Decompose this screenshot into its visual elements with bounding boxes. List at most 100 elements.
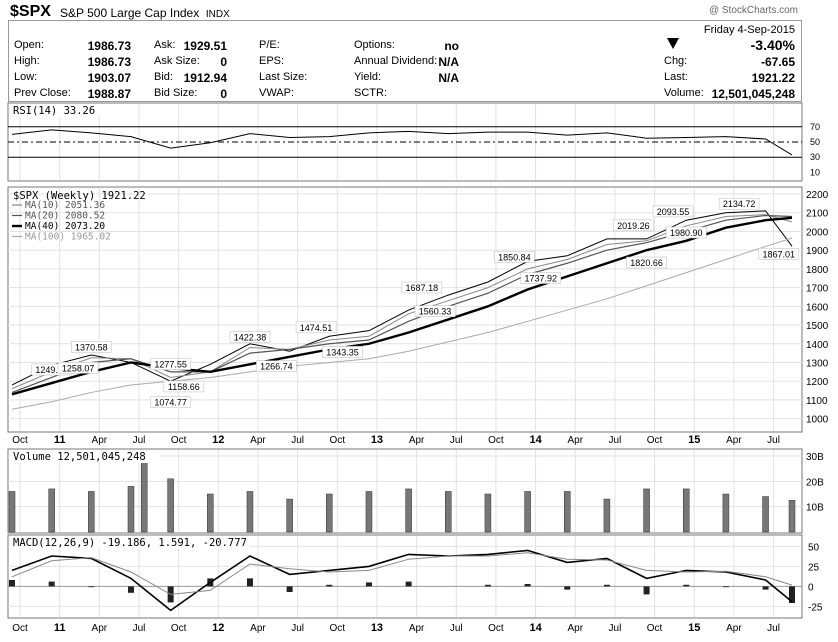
bid-size-value: 0 — [220, 87, 227, 101]
annual-dividend-label: Annual Dividend: — [354, 55, 438, 67]
down-arrow-icon — [667, 38, 679, 49]
macd-histogram-bar — [524, 584, 531, 587]
volume-tick-label: 20B — [806, 477, 824, 488]
index-name: S&P 500 Large Cap Index INDX — [60, 6, 230, 20]
volume-tick-labels: 30B 20B 10B — [806, 452, 824, 514]
x-tick-label: Apr — [250, 435, 266, 446]
x-tick-label: Jul — [133, 435, 146, 446]
prev-close-value: 1988.87 — [87, 87, 131, 101]
price-annotation-box — [150, 358, 191, 370]
price-annotation-box — [665, 226, 707, 239]
rsi-panel: 70 50 30 10 RSI(14) 33.26 — [7, 102, 820, 182]
yield-value: N/A — [438, 71, 459, 85]
x-tick-label: Apr — [92, 623, 108, 634]
macd-tick-label: -25 — [808, 602, 823, 613]
volume-value: 12,501,045,248 — [711, 87, 795, 101]
price-title: $SPX (Weekly) 1921.22 — [13, 190, 146, 202]
volume-bar — [140, 455, 148, 533]
price-annotation-box — [295, 321, 337, 334]
price-annotation-box — [150, 396, 191, 408]
bid-label: Bid: — [154, 71, 173, 83]
ask-size-label: Ask Size: — [154, 55, 200, 67]
ma100-line — [11, 237, 793, 410]
pe-label: P/E: — [259, 39, 280, 51]
price-annotation-box — [322, 346, 363, 358]
x-tick-label: Oct — [647, 623, 663, 634]
volume-title-bg — [10, 450, 160, 463]
volume-bar — [127, 486, 135, 533]
bid-value: 1912.94 — [183, 71, 227, 85]
last-value: 1921.22 — [751, 71, 795, 85]
low-value: 1903.07 — [87, 71, 131, 85]
high-value: 1986.73 — [87, 55, 131, 69]
x-tick-label: Oct — [488, 623, 504, 634]
volume-bar — [484, 493, 492, 533]
price-annotation-label: 1560.33 — [419, 307, 452, 317]
quote-panel: Open: 1986.73 High: 1986.73 Low: 1903.07… — [8, 20, 802, 102]
volume-tick-label: 30B — [806, 452, 824, 463]
options-label: Options: — [354, 39, 395, 51]
rsi-tick-label: 50 — [810, 137, 820, 147]
last-label: Last: — [664, 71, 688, 83]
macd-tick-label: 25 — [808, 562, 820, 573]
ask-size-value: 0 — [220, 55, 227, 69]
price-tick-label: 1800 — [806, 265, 829, 276]
chg-value: -67.65 — [760, 55, 795, 69]
options-value: no — [444, 39, 459, 53]
x-axis-bottom: Oct 11 Apr Jul Oct 12 Apr Jul Oct 13 Apr Jul Oct 14 Ap… — [12, 622, 780, 634]
annual-dividend-value: N/A — [438, 55, 459, 69]
x-tick-label: Jul — [767, 435, 780, 446]
volume-bar — [286, 498, 293, 533]
macd-histogram-bar — [127, 586, 134, 593]
open-value: 1986.73 — [87, 39, 131, 53]
rsi-line-group — [11, 129, 793, 156]
volume-bar — [8, 491, 16, 533]
x-tick-label: Apr — [92, 435, 108, 446]
price-annotation-label: 1343.35 — [326, 347, 359, 357]
x-tick-label: Jul — [609, 435, 622, 446]
rsi-tick-label: 30 — [810, 152, 820, 162]
rsi-tick-label: 70 — [810, 122, 820, 132]
price-annotation-label: 1370.58 — [75, 342, 108, 352]
price-panel: 2200 2100 2000 1900 1800 1700 1600 1500 1400 1300… — [7, 186, 829, 433]
price-tick-label: 1500 — [806, 321, 829, 332]
price-annotation-box — [256, 360, 297, 372]
x-tick-label: Oct — [171, 435, 187, 446]
price-annotation-label: 2019.26 — [617, 221, 650, 231]
x-tick-label: 12 — [212, 622, 224, 634]
quote-date: Friday 4-Sep-2015 — [703, 24, 795, 36]
x-tick-label: Apr — [409, 435, 425, 446]
macd-histogram-bar — [683, 584, 690, 587]
price-annotation-label: 1980.90 — [670, 228, 703, 238]
price-annotation-label: 2093.55 — [657, 207, 690, 217]
price-annotation-label: 1474.51 — [300, 323, 333, 333]
price-tick-label: 1900 — [806, 246, 829, 257]
macd-signal-line — [11, 552, 793, 595]
macd-lines — [11, 549, 793, 612]
x-tick-label: 13 — [371, 622, 383, 634]
macd-histogram-bar — [48, 581, 55, 587]
volume-bar — [365, 491, 373, 533]
price-tick-label: 1200 — [806, 377, 829, 388]
macd-histogram-bar — [405, 581, 412, 587]
macd-histogram-bar — [246, 578, 253, 587]
x-tick-label: 15 — [688, 434, 700, 446]
x-tick-label: 15 — [688, 622, 700, 634]
legend-entry: MA(20) 2080.52 — [25, 211, 105, 222]
price-gridlines — [8, 188, 802, 431]
price-annotation-label: 1820.66 — [630, 258, 663, 268]
x-tick-label: Oct — [12, 435, 28, 446]
volume-bar — [682, 488, 690, 533]
x-tick-label: Jul — [609, 623, 622, 634]
macd-histogram-bar — [643, 586, 650, 595]
macd-title-bg — [10, 536, 250, 549]
price-panel-frame — [7, 186, 803, 433]
price-annotation-box — [626, 256, 667, 269]
price-tick-label: 1400 — [806, 340, 829, 351]
sctr-label: SCTR: — [354, 87, 387, 99]
volume-bar — [564, 491, 571, 533]
volume-bar — [524, 491, 531, 533]
